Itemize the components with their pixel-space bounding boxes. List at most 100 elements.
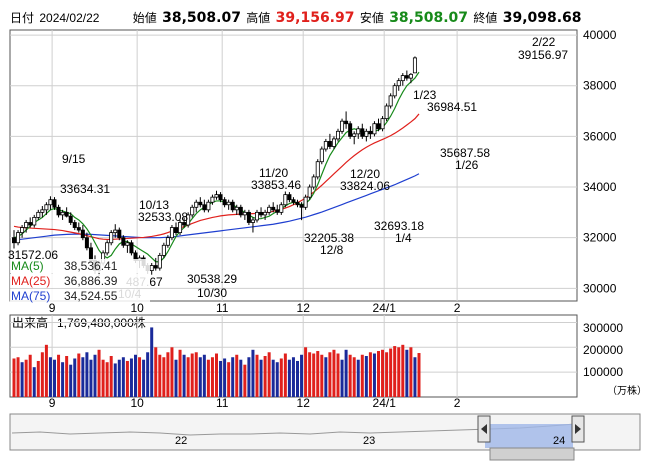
navigator-label-24: 24	[553, 435, 565, 447]
volume-bar	[36, 360, 40, 397]
candle-body	[76, 227, 81, 231]
volume-bar	[368, 352, 372, 397]
annotation-label: 32693.18	[374, 219, 424, 233]
volume-bar	[336, 353, 340, 397]
x-axis-label: 11	[216, 301, 229, 315]
candle-body	[380, 118, 385, 130]
x-axis-label-volume: 9	[49, 396, 56, 410]
volume-bar	[316, 351, 320, 397]
volume-bar	[73, 358, 77, 397]
candle-body	[303, 196, 308, 208]
candle-body	[267, 206, 272, 213]
volume-bar	[251, 349, 255, 397]
volume-bar	[324, 357, 328, 397]
x-axis-label: 12	[297, 301, 311, 315]
annotation-label: 32205.38	[304, 231, 354, 245]
volume-bar	[105, 362, 109, 397]
volume-bar	[44, 344, 48, 397]
candle-body	[149, 265, 154, 272]
candle-body	[84, 237, 89, 249]
volume-bar	[40, 352, 44, 397]
volume-tick-100000: 100000	[583, 365, 623, 379]
volume-bar	[304, 347, 308, 397]
volume-tick-300000: 300000	[583, 321, 623, 335]
candle-body	[250, 219, 255, 223]
candle-body	[388, 95, 393, 107]
candle-body	[254, 211, 259, 221]
volume-bar	[65, 356, 69, 397]
volume-bar	[340, 359, 344, 397]
annotation-label: 36984.51	[427, 100, 477, 114]
candle-body	[295, 201, 300, 206]
volume-bar	[61, 362, 65, 397]
volume-bar	[202, 354, 206, 397]
annotation-label: 11/20	[259, 166, 288, 180]
candle-body	[340, 120, 345, 132]
volume-bar	[393, 346, 397, 397]
candle-body	[384, 105, 389, 120]
navigator-label-23: 23	[363, 435, 375, 447]
volume-bar	[312, 353, 316, 397]
volume-bar	[117, 359, 121, 397]
volume-bar	[89, 359, 93, 397]
x-axis-label: 24/1	[373, 301, 397, 315]
candle-body	[226, 201, 231, 206]
volume-bar	[344, 349, 348, 397]
candle-body	[64, 211, 69, 217]
volume-bar	[174, 359, 178, 397]
volume-bar	[182, 354, 186, 397]
candle-body	[28, 222, 33, 226]
price-tick-label: 30000	[583, 281, 617, 295]
volume-bar	[255, 354, 259, 397]
annotation-label: 39156.97	[518, 48, 568, 62]
volume-bar	[57, 354, 61, 397]
navigator-right-handle[interactable]	[571, 415, 585, 443]
volume-bar	[28, 354, 32, 397]
volume-bar	[377, 351, 380, 397]
volume-bar	[243, 364, 247, 397]
candle-body	[376, 123, 381, 130]
low-label: 安値	[359, 11, 384, 25]
navigator-left-handle[interactable]	[477, 415, 491, 443]
price-panel-frame	[9, 29, 578, 302]
volume-bar	[178, 349, 182, 397]
candle-body	[242, 211, 247, 216]
volume-bar	[16, 357, 20, 397]
close-label: 終値	[473, 11, 498, 25]
volume-bar	[271, 359, 275, 397]
navigator-label-22: 22	[175, 435, 187, 447]
legend-ma-label: MA(75)	[11, 289, 50, 303]
candle-body	[360, 128, 365, 137]
volume-bar	[291, 357, 295, 397]
candle-body	[36, 211, 41, 218]
candle-body	[72, 222, 77, 228]
candle-body	[404, 75, 409, 79]
candle-body	[311, 176, 316, 188]
candle-body	[214, 194, 219, 198]
volume-bar	[348, 354, 352, 397]
candle-body	[165, 237, 170, 246]
candle-body	[400, 75, 405, 82]
volume-bar	[300, 354, 304, 397]
navigator-selected-range[interactable]	[485, 424, 573, 448]
volume-bar	[129, 358, 133, 397]
volume-bar	[389, 348, 393, 397]
candle-body	[11, 237, 16, 244]
volume-bar	[142, 359, 146, 397]
volume-bar	[77, 353, 81, 397]
candle-body	[202, 204, 207, 211]
candle-body	[335, 130, 340, 140]
candle-body	[190, 206, 195, 216]
x-axis-label-volume: 24/1	[373, 396, 397, 410]
volume-bar	[85, 352, 89, 397]
navigator-bottom-scrollbar[interactable]	[489, 447, 575, 461]
volume-bar	[328, 352, 332, 397]
annotation-label: 12/20	[350, 167, 380, 181]
price-tick-label: 40000	[583, 28, 617, 42]
candle-body	[20, 227, 25, 234]
volume-bar	[296, 360, 299, 397]
candle-body	[238, 206, 243, 216]
candle-body	[125, 242, 130, 246]
candle-body	[222, 199, 227, 206]
